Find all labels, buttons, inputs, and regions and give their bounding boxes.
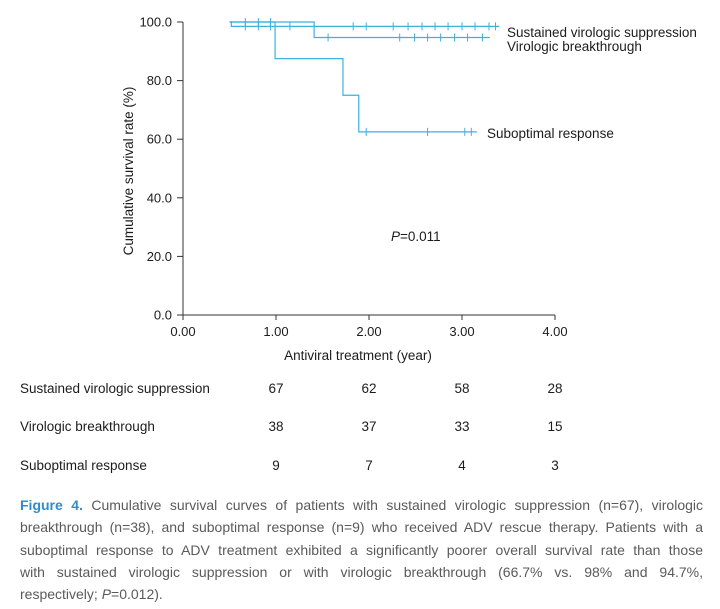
caption-text: breakthrough (n=38), and suboptimal resp… bbox=[20, 519, 703, 536]
caption-text: respectively; bbox=[20, 586, 102, 603]
km-curve-suboptimal-response bbox=[229, 21, 477, 133]
risk-row: Suboptimal response 9 7 4 3 bbox=[20, 458, 559, 473]
caption-text: with sustained virologic suppression or … bbox=[20, 563, 703, 580]
risk-row: Virologic breakthrough 38 37 33 15 bbox=[20, 419, 563, 434]
y-axis-title: Cumulative survival rate (%) bbox=[121, 87, 136, 256]
km-curve-virologic-breakthrough bbox=[229, 21, 490, 39]
caption-line: with sustained virologic suppression or … bbox=[20, 561, 703, 583]
x-axis-title: Antiviral treatment (year) bbox=[284, 348, 432, 363]
caption-text: Cumulative survival curves of patients w… bbox=[91, 497, 703, 513]
series-label-sustained-virologic-suppression: Sustained virologic suppression bbox=[507, 25, 697, 40]
x-tick-label: 4.00 bbox=[542, 324, 567, 339]
caption-line: Figure 4. Cumulative survival curves of … bbox=[20, 494, 703, 516]
y-tick-label: 40.0 bbox=[147, 190, 172, 205]
risk-row: Sustained virologic suppression 67 62 58 28 bbox=[20, 381, 563, 396]
risk-value: 62 bbox=[361, 381, 376, 396]
caption-line: suboptimal response to ADV treatment exh… bbox=[20, 539, 703, 561]
risk-value: 67 bbox=[268, 381, 283, 396]
caption-label: Figure 4. bbox=[20, 497, 83, 513]
y-tick-label: 0.0 bbox=[154, 308, 172, 323]
risk-value: 9 bbox=[272, 458, 280, 473]
x-tick-label: 1.00 bbox=[263, 324, 288, 339]
y-tick-label: 80.0 bbox=[147, 73, 172, 88]
p-value-annotation: P=0.011 bbox=[391, 229, 441, 244]
x-tick-label: 0.00 bbox=[170, 324, 195, 339]
survival-chart: 0.0 20.0 40.0 60.0 80.0 100.0 0.00 1.00 2.00 3.00… bbox=[20, 15, 697, 474]
risk-row-label: Suboptimal response bbox=[20, 458, 147, 473]
x-tick-label: 2.00 bbox=[356, 324, 381, 339]
risk-value: 38 bbox=[268, 419, 283, 434]
risk-value: 28 bbox=[547, 381, 562, 396]
p-value: =0.011 bbox=[400, 229, 441, 244]
numbers-at-risk-table: Sustained virologic suppression 67 62 58 28 V… bbox=[20, 381, 563, 473]
risk-row-label: Sustained virologic suppression bbox=[20, 381, 210, 396]
risk-value: 58 bbox=[454, 381, 469, 396]
risk-value: 15 bbox=[547, 419, 562, 434]
caption-p-symbol: P bbox=[101, 586, 112, 603]
risk-value: 4 bbox=[458, 458, 466, 473]
km-series-suboptimal-response: Suboptimal response bbox=[229, 21, 614, 141]
risk-value: 37 bbox=[361, 419, 376, 434]
risk-value: 3 bbox=[551, 458, 559, 473]
figure-caption: Figure 4. Cumulative survival curves of … bbox=[20, 494, 703, 605]
y-tick-label: 100.0 bbox=[139, 15, 172, 30]
caption-line: breakthrough (n=38), and suboptimal resp… bbox=[20, 516, 703, 538]
survival-curves: Sustained virologic suppressionVirologic… bbox=[229, 18, 697, 141]
p-symbol: P bbox=[391, 229, 400, 244]
caption-text: =0.012). bbox=[111, 586, 163, 603]
caption-line: respectively; P=0.012). bbox=[20, 583, 703, 605]
axes: 0.0 20.0 40.0 60.0 80.0 100.0 0.00 1.00 2.00 3.00… bbox=[139, 15, 567, 340]
x-tick-label: 3.00 bbox=[449, 324, 474, 339]
series-label-virologic-breakthrough: Virologic breakthrough bbox=[507, 39, 642, 54]
caption-text: suboptimal response to ADV treatment exh… bbox=[20, 541, 703, 558]
risk-value: 33 bbox=[454, 419, 469, 434]
y-tick-label: 60.0 bbox=[147, 132, 172, 147]
y-tick-label: 20.0 bbox=[147, 249, 172, 264]
risk-row-label: Virologic breakthrough bbox=[20, 419, 155, 434]
risk-value: 7 bbox=[365, 458, 373, 473]
series-label-suboptimal-response: Suboptimal response bbox=[487, 126, 614, 141]
